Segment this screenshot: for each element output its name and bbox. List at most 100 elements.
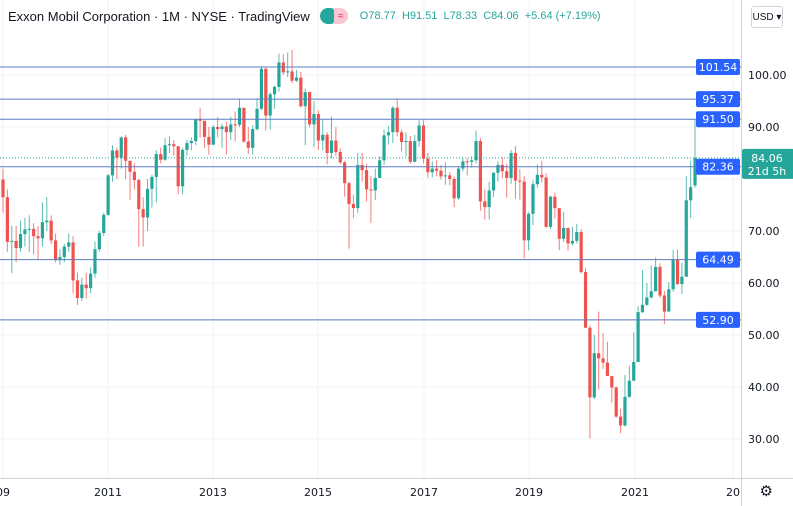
candle-body <box>277 62 281 87</box>
candle-body <box>562 227 566 239</box>
level-price-label: 64.49 <box>702 254 734 267</box>
candle-body <box>45 220 49 223</box>
candle-body <box>461 161 465 169</box>
candle <box>535 164 539 188</box>
candle <box>347 181 351 249</box>
candle-body <box>583 272 588 328</box>
candle-body <box>49 220 53 241</box>
delayed-data-icon: ≈ <box>333 8 348 24</box>
candle-body <box>32 228 36 237</box>
candle-body <box>137 180 141 210</box>
level-price-label-bg <box>696 251 740 268</box>
candle <box>491 172 496 198</box>
candle <box>89 267 93 294</box>
candle-body <box>211 127 215 145</box>
candle <box>251 125 255 155</box>
candle <box>496 161 500 182</box>
candle <box>268 92 272 130</box>
candle-body <box>259 68 264 109</box>
candle <box>386 125 391 145</box>
candle <box>255 98 259 131</box>
candle-body <box>272 86 277 95</box>
candle <box>202 120 207 148</box>
candle-body <box>592 353 596 398</box>
candle <box>308 91 312 128</box>
candle <box>395 98 399 137</box>
candle <box>49 215 53 244</box>
candle-body <box>478 141 483 202</box>
candle <box>456 167 461 200</box>
candle <box>5 189 9 252</box>
candle <box>667 281 671 312</box>
candle-body <box>623 396 627 426</box>
candle-body <box>636 312 640 363</box>
candle <box>343 160 347 197</box>
candle <box>281 54 285 75</box>
candle-body <box>540 174 544 178</box>
candle-body <box>110 150 115 176</box>
candle <box>176 146 180 195</box>
status-pill[interactable]: ≈ <box>319 8 348 24</box>
candle-body <box>693 157 697 186</box>
time-tick-label: 2019 <box>515 486 543 499</box>
candle <box>277 53 281 92</box>
candle <box>163 137 167 161</box>
candle <box>303 88 307 146</box>
candle-body <box>58 257 62 261</box>
candle-body <box>491 172 496 191</box>
candle-body <box>579 232 583 273</box>
candle <box>36 225 40 260</box>
candle-body <box>658 266 662 296</box>
candle-body <box>102 214 106 234</box>
candle <box>579 228 583 274</box>
candle <box>10 225 14 274</box>
candle <box>605 341 610 377</box>
candle-body <box>36 236 40 239</box>
candle <box>662 290 666 325</box>
candle <box>132 163 136 190</box>
candle-body <box>294 77 299 81</box>
chart-legend: Exxon Mobil Corporation · 1M · NYSE · Tr… <box>8 8 604 24</box>
candle-body <box>675 259 680 285</box>
candle <box>623 375 627 427</box>
candle-body <box>505 171 509 178</box>
time-tick-label: 2011 <box>94 486 122 499</box>
candle-body <box>23 229 27 235</box>
candle-body <box>141 209 145 218</box>
candle <box>1 168 5 213</box>
candle <box>382 129 386 165</box>
candle <box>194 119 198 146</box>
level-price-label: 52.90 <box>702 314 734 327</box>
high-value: H91.51 <box>401 10 438 22</box>
candle-body <box>229 124 233 133</box>
candle <box>40 202 45 247</box>
candle <box>430 161 434 178</box>
candle-body <box>566 227 570 244</box>
candle <box>316 110 320 150</box>
candle-body <box>487 190 491 208</box>
candle-body <box>399 132 404 143</box>
currency-button[interactable]: USD ▾ <box>751 6 783 28</box>
candle <box>145 179 150 231</box>
candle-body <box>246 141 250 148</box>
candle <box>115 147 119 179</box>
candle-body <box>483 201 487 208</box>
candle-body <box>382 135 386 161</box>
candle <box>67 233 71 252</box>
level-price-label-bg <box>696 58 740 75</box>
candle <box>689 160 693 218</box>
candle-body <box>518 180 522 182</box>
gear-icon[interactable]: ⚙ <box>759 483 773 500</box>
candle <box>614 386 618 418</box>
symbol-title[interactable]: Exxon Mobil Corporation · 1M · NYSE · Tr… <box>8 8 310 24</box>
candle <box>45 197 49 231</box>
candle-body <box>268 94 272 116</box>
candle <box>522 176 526 259</box>
candle <box>369 175 373 224</box>
candles <box>1 50 697 439</box>
candle <box>557 208 561 251</box>
candle-body <box>343 162 347 184</box>
candle <box>351 194 355 218</box>
candle-body <box>684 200 688 277</box>
